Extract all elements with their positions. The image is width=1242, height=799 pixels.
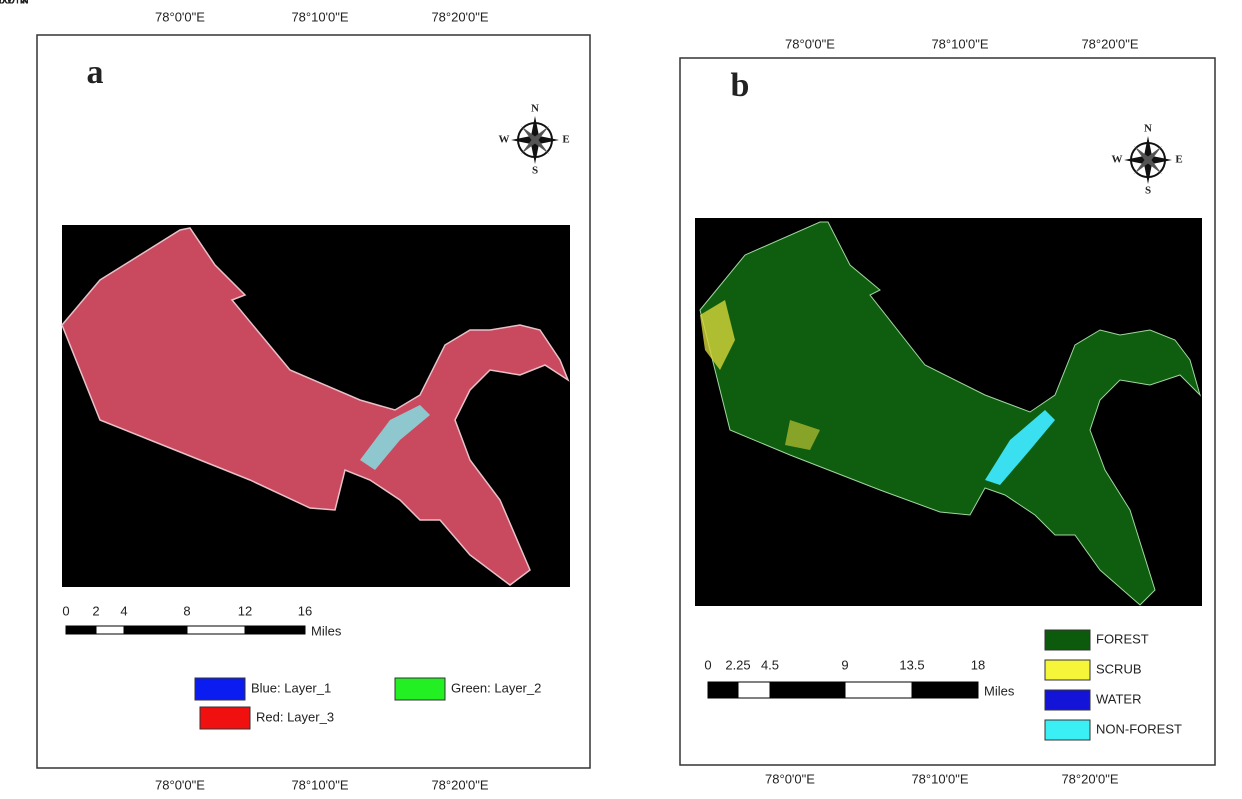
compass-s: S xyxy=(532,165,538,177)
coord-label: 78°20'0"E xyxy=(431,777,488,792)
compass-s: S xyxy=(1145,185,1151,197)
legend-label: FOREST xyxy=(1096,631,1149,646)
legend-swatch xyxy=(195,678,245,700)
compass-n: N xyxy=(1144,123,1152,135)
scale-segment xyxy=(66,626,96,634)
scale-unit: Miles xyxy=(984,683,1015,698)
scale-tick: 13.5 xyxy=(899,657,924,672)
scale-segment xyxy=(96,626,124,634)
compass-w: W xyxy=(1112,154,1123,166)
legend-label: Green: Layer_2 xyxy=(451,680,541,695)
legend-swatch xyxy=(1045,720,1090,740)
scale-tick: 4 xyxy=(120,603,127,618)
scale-tick: 2 xyxy=(92,603,99,618)
page: 78°0'0"E 78°10'0"E 78°20'0"E 78°0'0"E 78°10'… xyxy=(0,0,1242,799)
scale-segment xyxy=(124,626,187,634)
scale-segment xyxy=(187,626,245,634)
scale-tick: 16 xyxy=(298,603,312,618)
compass-w: W xyxy=(499,134,510,146)
coord-label: 78°10'0"E xyxy=(931,36,988,51)
scale-segment xyxy=(845,682,912,698)
coord-label: 78°10'0"E xyxy=(291,9,348,24)
scale-tick: 18 xyxy=(971,657,985,672)
coord-label: 78°0'0"E xyxy=(155,777,205,792)
coord-label: 78°0'0"E xyxy=(785,36,835,51)
coord-label: 78°0'0"E xyxy=(765,771,815,786)
panel-label: a xyxy=(87,54,104,91)
coord-label: 78°0'0"E xyxy=(155,9,205,24)
coord-label: 78°20'0"E xyxy=(1081,36,1138,51)
scale-tick: 0 xyxy=(704,657,711,672)
legend-label: NON-FOREST xyxy=(1096,721,1182,736)
legend-swatch xyxy=(1045,630,1090,650)
figure: 78°0'0"E 78°10'0"E 78°20'0"E 78°0'0"E 78°10'… xyxy=(0,0,1242,799)
scale-unit: Miles xyxy=(311,623,342,638)
legend-label: Blue: Layer_1 xyxy=(251,680,331,695)
legend-label: Red: Layer_3 xyxy=(256,709,334,724)
scale-tick: 0 xyxy=(62,603,69,618)
legend-swatch xyxy=(1045,690,1090,710)
scale-tick: 2.25 xyxy=(725,657,750,672)
compass-e: E xyxy=(1175,154,1182,166)
scale-tick: 9 xyxy=(841,657,848,672)
coord-label: 78°20'0"E xyxy=(1061,771,1118,786)
scale-segment xyxy=(708,682,738,698)
legend-label: WATER xyxy=(1096,691,1142,706)
legend-swatch xyxy=(395,678,445,700)
scale-segment xyxy=(912,682,978,698)
legend-label: SCRUB xyxy=(1096,661,1142,676)
legend-swatch xyxy=(1045,660,1090,680)
scale-segment xyxy=(738,682,770,698)
coord-label: 78°10'0"E xyxy=(291,777,348,792)
scale-tick: 12 xyxy=(238,603,252,618)
scale-segment xyxy=(770,682,845,698)
compass-e: E xyxy=(562,134,569,146)
coord-label: 78°20'0"E xyxy=(431,9,488,24)
scale-tick: 8 xyxy=(183,603,190,618)
panel-label: b xyxy=(731,67,750,104)
coord-label: 29°50'0"N xyxy=(0,0,29,6)
compass-n: N xyxy=(531,103,539,115)
coord-label: 78°10'0"E xyxy=(911,771,968,786)
legend-swatch xyxy=(200,707,250,729)
scale-tick: 4.5 xyxy=(761,657,779,672)
scale-segment xyxy=(245,626,305,634)
